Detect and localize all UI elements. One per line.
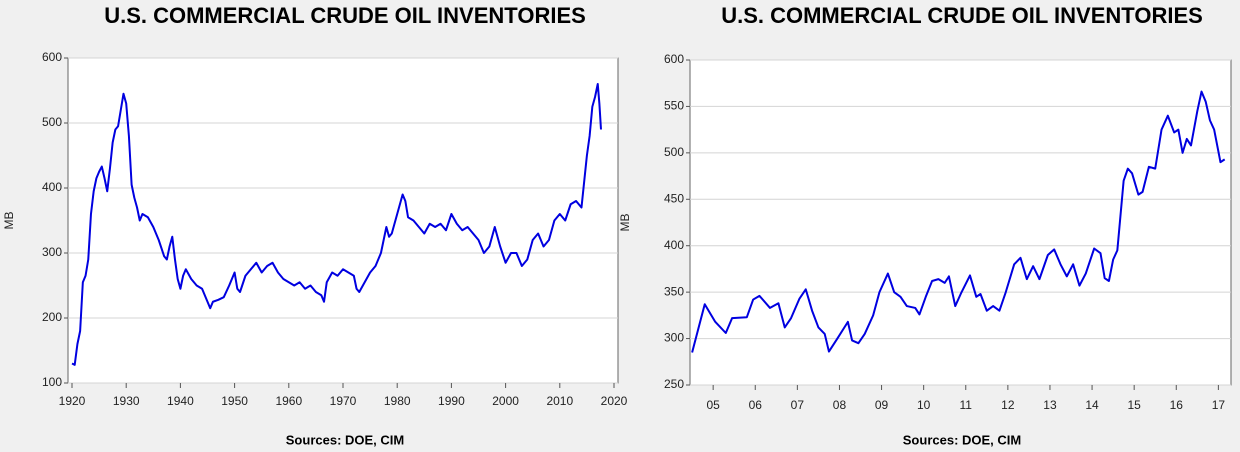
y-tick-label: 250 bbox=[664, 377, 684, 391]
x-tick-label: 1940 bbox=[167, 394, 194, 408]
y-tick-label: 400 bbox=[664, 238, 684, 252]
y-tick-label: 300 bbox=[42, 245, 62, 259]
x-tick-label: 17 bbox=[1212, 398, 1226, 412]
x-tick-label: 1980 bbox=[384, 394, 411, 408]
y-tick-label: 600 bbox=[42, 50, 62, 64]
y-tick-label: 600 bbox=[664, 52, 684, 66]
y-axis-label: MB bbox=[2, 212, 16, 230]
y-tick-label: 200 bbox=[42, 310, 62, 324]
y-tick-label: 500 bbox=[664, 145, 684, 159]
x-tick-label: 1990 bbox=[438, 394, 465, 408]
x-tick-label: 2020 bbox=[601, 394, 628, 408]
x-tick-label: 2000 bbox=[492, 394, 519, 408]
x-tick-label: 05 bbox=[706, 398, 720, 412]
y-tick-label: 300 bbox=[664, 331, 684, 345]
x-tick-label: 13 bbox=[1043, 398, 1057, 412]
source-note: Sources: DOE, CIM bbox=[286, 432, 404, 447]
plot-area bbox=[67, 57, 619, 384]
x-tick-label: 10 bbox=[917, 398, 931, 412]
x-tick-label: 1920 bbox=[59, 394, 86, 408]
x-tick-label: 07 bbox=[791, 398, 805, 412]
x-tick-label: 09 bbox=[875, 398, 889, 412]
x-tick-label: 1950 bbox=[221, 394, 248, 408]
x-tick-label: 11 bbox=[960, 398, 973, 412]
y-tick-label: 450 bbox=[664, 191, 684, 205]
y-tick-label: 550 bbox=[664, 99, 684, 113]
data-line bbox=[691, 90, 1226, 353]
x-tick-label: 1960 bbox=[275, 394, 302, 408]
y-tick-label: 350 bbox=[664, 284, 684, 298]
x-tick-label: 2010 bbox=[546, 394, 573, 408]
x-tick-label: 15 bbox=[1127, 398, 1141, 412]
plot-area bbox=[689, 59, 1232, 386]
chart-title: U.S. COMMERCIAL CRUDE OIL INVENTORIES bbox=[104, 3, 586, 28]
x-tick-label: 08 bbox=[833, 398, 847, 412]
x-tick-label: 06 bbox=[749, 398, 763, 412]
y-axis-label: MB bbox=[618, 214, 632, 232]
y-tick-label: 400 bbox=[42, 180, 62, 194]
x-tick-label: 1930 bbox=[113, 394, 140, 408]
x-tick-label: 1970 bbox=[330, 394, 357, 408]
y-tick-label: 500 bbox=[42, 115, 62, 129]
source-note: Sources: DOE, CIM bbox=[903, 432, 1021, 447]
x-tick-label: 14 bbox=[1085, 398, 1099, 412]
chart-title: U.S. COMMERCIAL CRUDE OIL INVENTORIES bbox=[721, 3, 1203, 28]
y-tick-label: 100 bbox=[42, 375, 62, 389]
x-tick-label: 16 bbox=[1170, 398, 1184, 412]
data-line bbox=[71, 83, 602, 366]
x-tick-label: 12 bbox=[1001, 398, 1015, 412]
